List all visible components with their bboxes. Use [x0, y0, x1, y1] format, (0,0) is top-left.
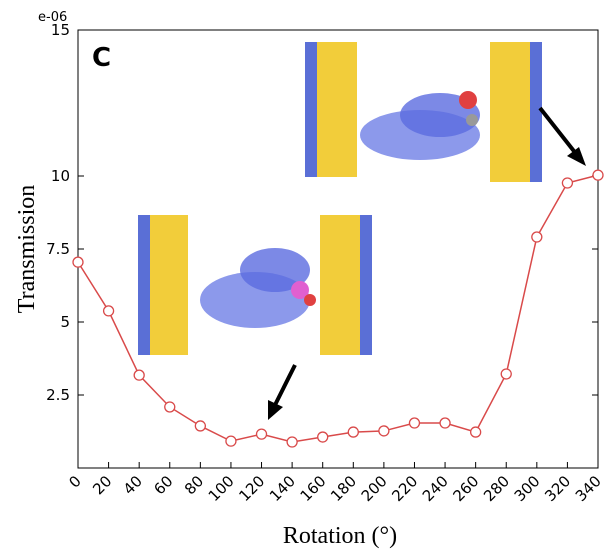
x-tick-label: 120 — [235, 472, 268, 505]
offset-label: e-06 — [38, 10, 67, 25]
x-tick-label: 80 — [181, 472, 207, 498]
inset-structure — [138, 215, 372, 355]
y-tick-label: 10 — [51, 167, 70, 185]
x-tick-label: 160 — [297, 472, 330, 505]
x-axis-label: Rotation (°) — [283, 523, 397, 549]
x-tick-label: 0 — [65, 472, 84, 491]
x-tick-label: 280 — [480, 472, 513, 505]
data-point — [592, 169, 604, 181]
data-point — [133, 369, 145, 381]
data-point — [378, 425, 390, 437]
y-tick-label: 2.5 — [46, 386, 70, 404]
x-tick-label: 220 — [388, 472, 421, 505]
x-tick-label: 140 — [266, 472, 299, 505]
data-point — [102, 305, 115, 317]
y-tick-label: 15 — [51, 21, 70, 39]
x-tick-label: 320 — [541, 472, 574, 505]
data-point — [347, 426, 359, 438]
series-line — [77, 174, 599, 443]
x-tick-label: 340 — [572, 472, 605, 505]
inset-structure — [305, 42, 542, 182]
data-point — [500, 368, 512, 380]
data-point — [72, 256, 84, 268]
arrow — [268, 106, 586, 420]
data-point — [194, 420, 207, 432]
x-tick-label: 100 — [205, 472, 238, 505]
x-tick-label: 20 — [89, 472, 115, 498]
panel-label: C — [92, 43, 111, 73]
data-point — [408, 417, 421, 429]
y-tick-label: 5 — [60, 313, 70, 331]
x-tick-label: 260 — [449, 472, 482, 505]
x-tick-label: 240 — [419, 472, 452, 505]
data-point — [255, 428, 268, 440]
x-tick-label: 180 — [327, 472, 360, 505]
data-point — [469, 426, 482, 438]
data-point — [286, 436, 298, 448]
x-tick-label: 300 — [511, 472, 544, 505]
x-tick-label: 40 — [120, 472, 146, 498]
data-point — [561, 177, 574, 189]
data-point — [164, 401, 176, 413]
data-point — [531, 231, 543, 243]
x-tick-label: 60 — [150, 472, 176, 498]
data-point — [439, 417, 451, 429]
data-point — [317, 431, 329, 443]
y-axis-label: Transmission — [14, 185, 40, 313]
x-tick-label: 200 — [358, 472, 391, 505]
y-tick-label: 7.5 — [46, 240, 70, 258]
data-point — [225, 435, 237, 447]
